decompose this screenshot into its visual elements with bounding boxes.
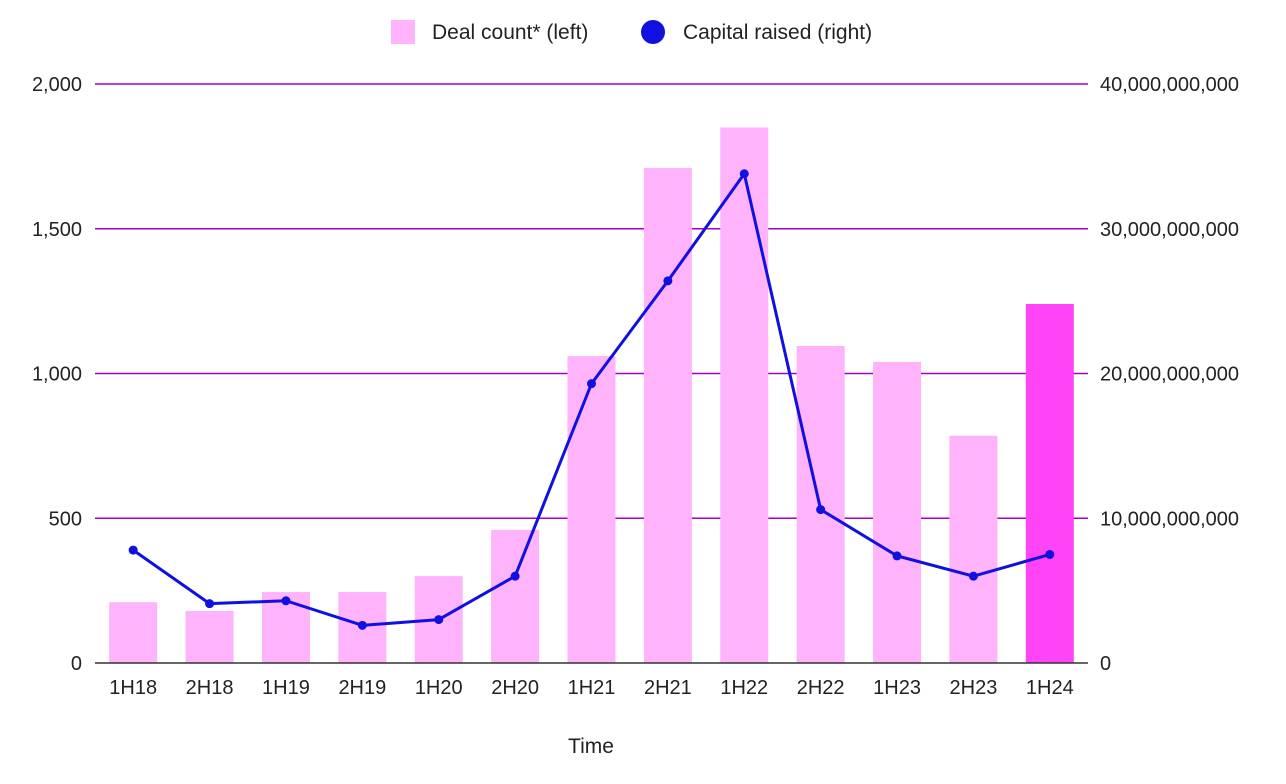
bar — [720, 127, 769, 664]
right-axis-ticks: 0 10,000,000,000 20,000,000,000 30,000,000,… — [1100, 74, 1239, 675]
x-tick-label: 2H19 — [338, 677, 386, 699]
bar — [873, 361, 922, 663]
line-point — [128, 545, 138, 555]
line-point — [816, 505, 826, 515]
x-tick-label: 1H23 — [873, 677, 921, 699]
x-tick-label: 1H18 — [109, 677, 157, 699]
right-tick-label: 0 — [1100, 653, 1111, 675]
x-tick-label: 2H20 — [491, 677, 539, 699]
x-tick-label: 2H21 — [644, 677, 692, 699]
legend-line-swatch — [641, 20, 665, 44]
left-tick-label: 1,000 — [32, 364, 82, 386]
right-tick-label: 20,000,000,000 — [1100, 364, 1239, 386]
line-point — [739, 169, 749, 179]
line-point — [968, 571, 978, 581]
left-tick-label: 0 — [71, 653, 82, 675]
line-point — [892, 551, 902, 561]
legend-bar-label: Deal count* (left) — [432, 21, 588, 44]
x-tick-label: 1H20 — [415, 677, 463, 699]
left-tick-label: 1,500 — [32, 219, 82, 241]
x-tick-label: 2H22 — [797, 677, 845, 699]
bar — [643, 167, 692, 663]
bar — [491, 529, 540, 663]
line-series — [128, 169, 1055, 630]
x-tick-label: 2H23 — [950, 677, 998, 699]
bar — [1025, 304, 1074, 663]
line-point — [357, 620, 367, 630]
x-tick-label: 1H24 — [1026, 677, 1074, 699]
legend: Deal count* (left) Capital raised (right… — [391, 20, 872, 44]
left-axis-ticks: 0 500 1,000 1,500 2,000 — [32, 74, 82, 675]
x-tick-label: 2H18 — [186, 677, 234, 699]
right-tick-label: 10,000,000,000 — [1100, 508, 1239, 530]
right-tick-label: 30,000,000,000 — [1100, 219, 1239, 241]
legend-line-label: Capital raised (right) — [683, 21, 872, 44]
line-point — [1045, 549, 1055, 559]
bar — [567, 356, 616, 663]
left-tick-label: 2,000 — [32, 74, 82, 96]
line-point — [663, 276, 673, 286]
line-point — [510, 571, 520, 581]
bar — [109, 602, 158, 663]
legend-bar-swatch — [391, 20, 415, 44]
line-point — [434, 615, 444, 625]
bar — [949, 435, 998, 663]
x-tick-label: 1H21 — [568, 677, 616, 699]
line-point — [587, 379, 596, 389]
x-tick-label: 1H22 — [720, 677, 768, 699]
x-tick-label: 1H19 — [262, 677, 310, 699]
right-tick-label: 40,000,000,000 — [1100, 74, 1239, 96]
bar — [185, 610, 234, 663]
x-axis-ticks: 1H18 2H18 1H19 2H19 1H20 2H20 1H21 2H21 1H22 2H22… — [109, 677, 1073, 699]
left-tick-label: 500 — [49, 508, 82, 530]
bar-series — [109, 127, 1074, 664]
x-axis-title: Time — [568, 735, 614, 758]
line-point — [281, 596, 291, 606]
line-point — [205, 599, 215, 609]
